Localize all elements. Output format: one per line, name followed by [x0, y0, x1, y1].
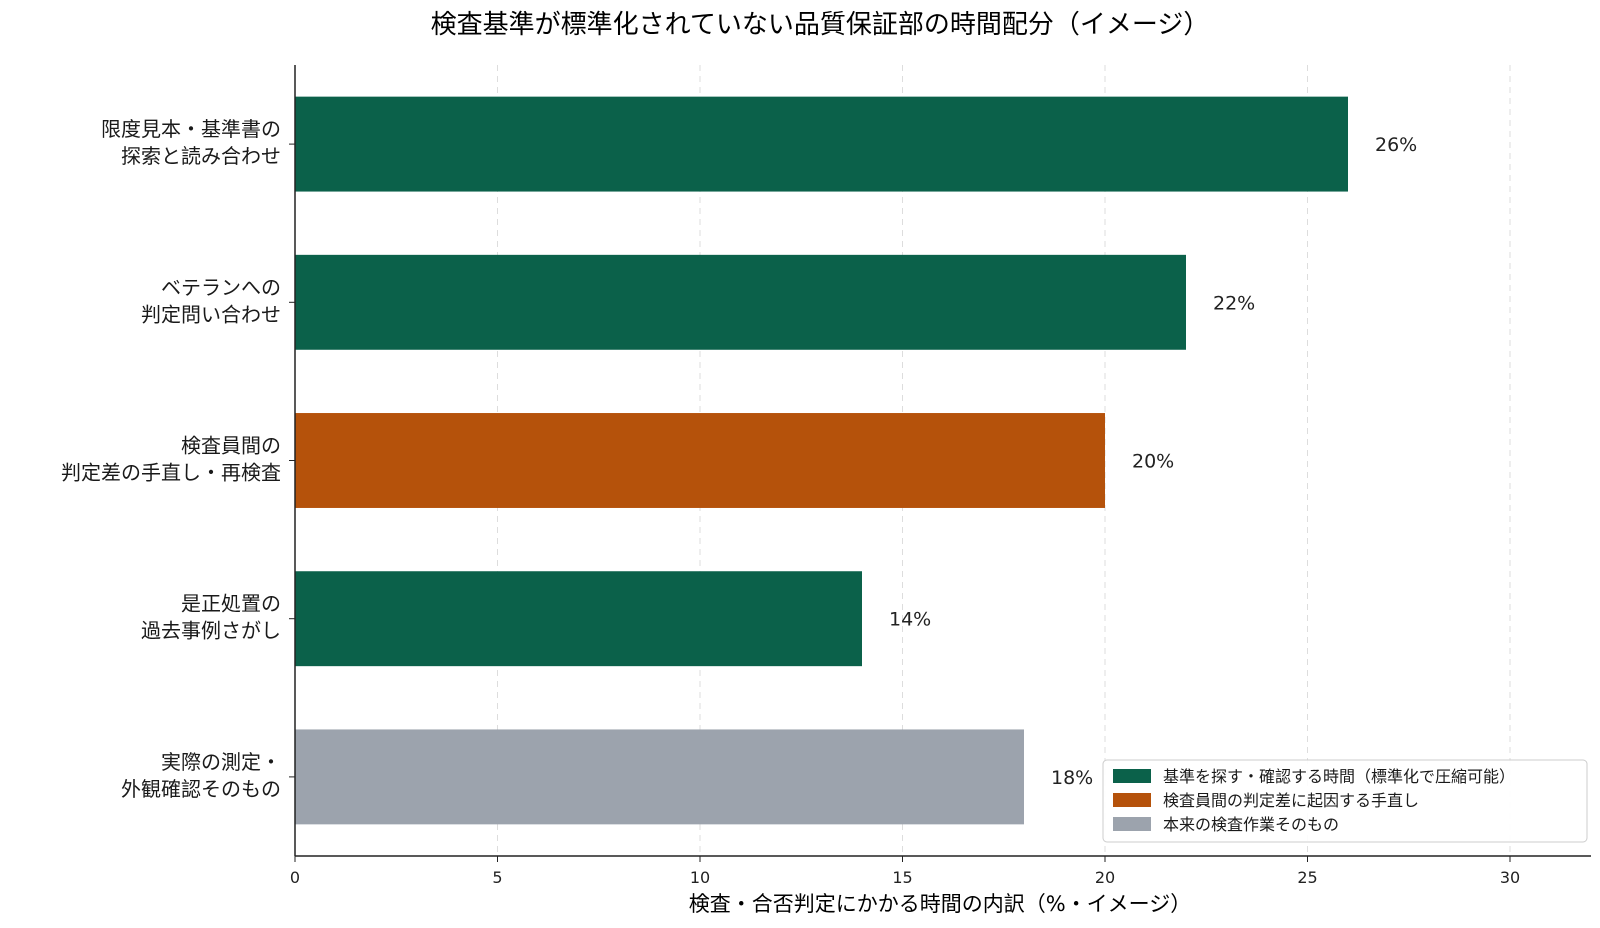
x-tick-label: 15: [892, 868, 912, 887]
data-label: 26%: [1375, 134, 1417, 156]
bar: [295, 729, 1024, 825]
x-tick-label: 25: [1297, 868, 1317, 887]
bar: [295, 413, 1105, 508]
legend-label: 検査員間の判定差に起因する手直し: [1163, 791, 1419, 810]
y-tick-label: 実際の測定・外観確認そのもの: [121, 750, 281, 801]
y-tick-label: 是正処置の過去事例さがし: [141, 592, 281, 643]
bar: [295, 96, 1348, 192]
legend-swatch: [1113, 769, 1151, 783]
legend-label: 本来の検査作業そのもの: [1163, 815, 1339, 834]
legend-box: [1102, 759, 1588, 843]
data-label: 20%: [1132, 451, 1174, 473]
bars: 26% 22% 20% 14% 18%: [295, 96, 1417, 825]
x-tick-label: 5: [492, 868, 502, 887]
legend-swatch: [1113, 817, 1151, 831]
data-label: 22%: [1213, 292, 1255, 314]
legend-swatch: [1113, 793, 1151, 807]
y-tick-label: ベテランへの判定問い合わせ: [141, 275, 281, 326]
bar: [295, 254, 1186, 350]
y-tick-label: 検査員間の判定差の手直し・再検査: [61, 434, 281, 485]
legend-label: 基準を探す・確認する時間（標準化で圧縮可能）: [1163, 767, 1515, 786]
x-tick-label: 20: [1095, 868, 1115, 887]
axes: 0 5 10 15 20 25 30 限度見本・基準書の探索と読み合わせベテランへの判定問い合…: [61, 65, 1591, 887]
x-tick-label: 10: [690, 868, 710, 887]
data-label: 14%: [889, 609, 931, 631]
data-label: 18%: [1051, 767, 1093, 789]
x-axis-label: 検査・合否判定にかかる時間の内訳（%・イメージ）: [689, 892, 1192, 916]
legend: 基準を探す・確認する時間（標準化で圧縮可能） 検査員間の判定差に起因する手直し本来…: [1102, 759, 1588, 843]
x-tick-label: 0: [290, 868, 300, 887]
y-tick-label: 限度見本・基準書の探索と読み合わせ: [101, 117, 281, 168]
x-tick-label: 30: [1500, 868, 1520, 887]
bar: [295, 571, 862, 667]
chart-title: 検査基準が標準化されていない品質保証部の時間配分（イメージ）: [431, 10, 1210, 40]
